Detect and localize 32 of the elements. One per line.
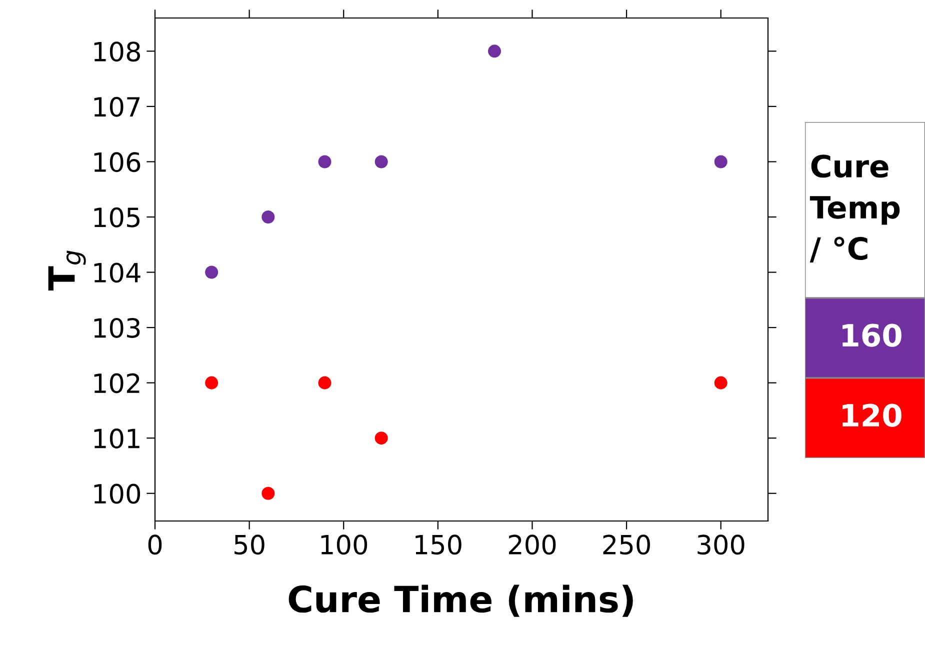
y-tick-label: 107 (94, 96, 140, 117)
x-tick-label: 150 (416, 534, 462, 555)
x-tick-label: 50 (234, 534, 264, 555)
x-tick-label: 300 (698, 534, 744, 555)
y-tick-label: 105 (94, 207, 140, 228)
point (374, 432, 388, 445)
x-tick-label: 0 (148, 534, 162, 555)
text: 160 (842, 324, 902, 347)
point (262, 210, 275, 224)
y-tick-label: 106 (94, 152, 140, 172)
point (318, 155, 332, 168)
y-tick-label: 108 (94, 42, 140, 62)
y-tick-label: 100 (94, 484, 140, 504)
point (262, 486, 275, 500)
y-tick-label: 104 (94, 262, 140, 283)
point (374, 155, 388, 168)
x-axis-title: Cure Time (mins) (288, 584, 633, 617)
x-tick-label: 100 (321, 534, 368, 555)
x-tick-label: 200 (508, 534, 556, 555)
x-tick-label: 250 (603, 534, 650, 555)
point (318, 376, 332, 390)
point (714, 376, 728, 390)
point (714, 155, 728, 168)
text: 120 (842, 404, 902, 427)
point (205, 266, 218, 279)
y-tick-label: 103 (94, 318, 140, 338)
legend-title: Cure Temp / °C (810, 154, 900, 262)
y-tick-label: 101 (94, 428, 140, 448)
point (205, 376, 218, 390)
point (488, 44, 502, 58)
y-tick-label: 102 (94, 373, 140, 394)
y-axis-title: T$_{g}$ (48, 250, 86, 290)
